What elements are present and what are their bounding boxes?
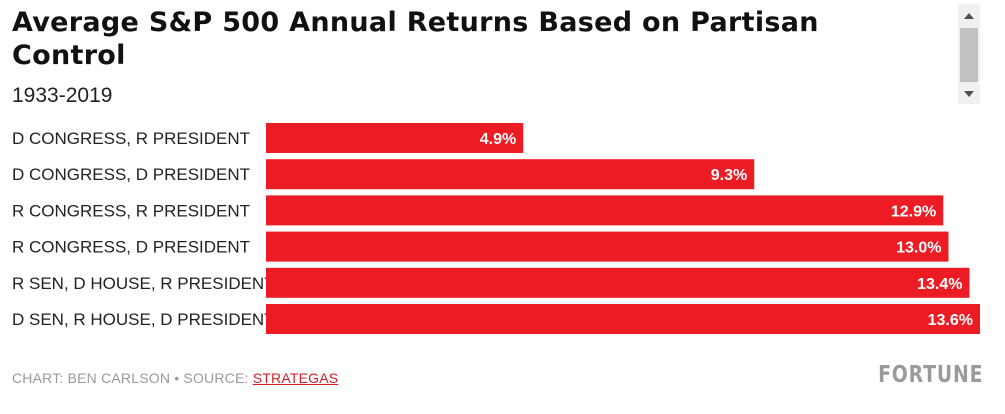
source-link[interactable]: STRATEGAS [252, 370, 339, 386]
bar-value-label: 12.9% [891, 203, 936, 220]
category-label: R CONGRESS, R PRESIDENT [12, 201, 250, 220]
bar-value-label: 9.3% [711, 167, 747, 184]
bar [266, 304, 980, 334]
bar-value-label: 4.9% [480, 131, 516, 148]
category-label: R SEN, D HOUSE, R PRESIDENT [12, 274, 275, 293]
category-label: D CONGRESS, R PRESIDENT [12, 129, 250, 148]
triangle-down-icon [964, 91, 974, 97]
bar [266, 231, 949, 262]
bar-value-label: 13.6% [928, 312, 973, 329]
scroll-up-button[interactable] [958, 6, 980, 26]
chart-title: Average S&P 500 Annual Returns Based on … [12, 7, 819, 71]
vertical-scrollbar[interactable] [958, 4, 980, 104]
credit-text: CHART: BEN CARLSON • SOURCE: [12, 370, 253, 386]
triangle-up-icon [964, 13, 974, 19]
bar [266, 267, 970, 298]
category-label: D SEN, R HOUSE, D PRESIDENT [12, 310, 275, 329]
chart-credit: CHART: BEN CARLSON • SOURCE: STRATEGAS [12, 370, 338, 386]
category-label: D CONGRESS, D PRESIDENT [12, 165, 250, 184]
bar-chart: D CONGRESS, R PRESIDENT 4.9% D CONGRESS, D… [12, 123, 980, 334]
fortune-logo: FORTUNE [877, 362, 983, 388]
scroll-down-button[interactable] [958, 84, 980, 104]
bar-value-label: 13.4% [917, 276, 962, 293]
category-label: R CONGRESS, D PRESIDENT [12, 238, 250, 257]
chart-subtitle: 1933-2019 [12, 84, 113, 107]
bar-value-label: 13.0% [896, 240, 941, 257]
bar [266, 123, 524, 153]
bar [266, 195, 944, 226]
scroll-thumb[interactable] [960, 28, 978, 82]
bar [266, 159, 755, 190]
